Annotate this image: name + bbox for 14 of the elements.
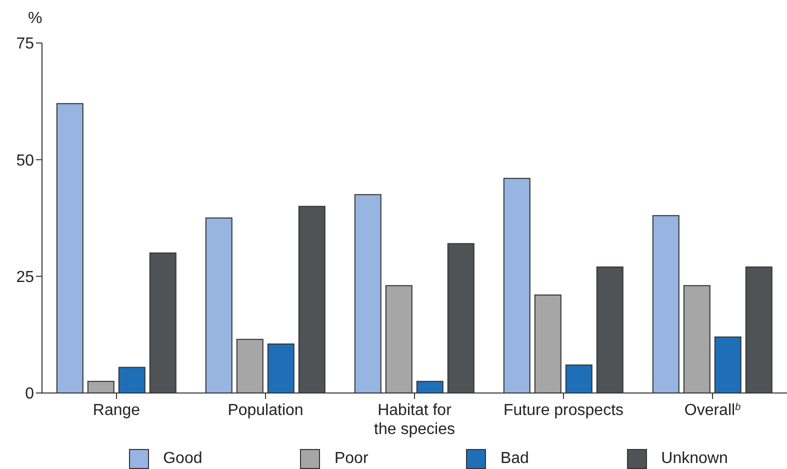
legend-label: Unknown [661, 450, 728, 468]
x-tick-label: Future prospects [503, 402, 624, 419]
x-tick-label: Habitat for the species [374, 402, 455, 438]
y-tick-label: 25 [16, 269, 34, 286]
legend-label: Bad [500, 450, 529, 468]
legend-label: Good [163, 450, 202, 468]
y-axis-title: % [28, 10, 42, 28]
x-tick-label: Range [92, 402, 140, 419]
y-tick-label: 50 [16, 152, 34, 170]
x-tick-label: Population [228, 402, 304, 419]
x-tick-label: Overall$^{b}$ [684, 402, 742, 419]
y-tick-label: 0 [25, 386, 34, 403]
y-tick-label: 75 [16, 36, 34, 53]
legend-label: Poor [334, 450, 368, 468]
